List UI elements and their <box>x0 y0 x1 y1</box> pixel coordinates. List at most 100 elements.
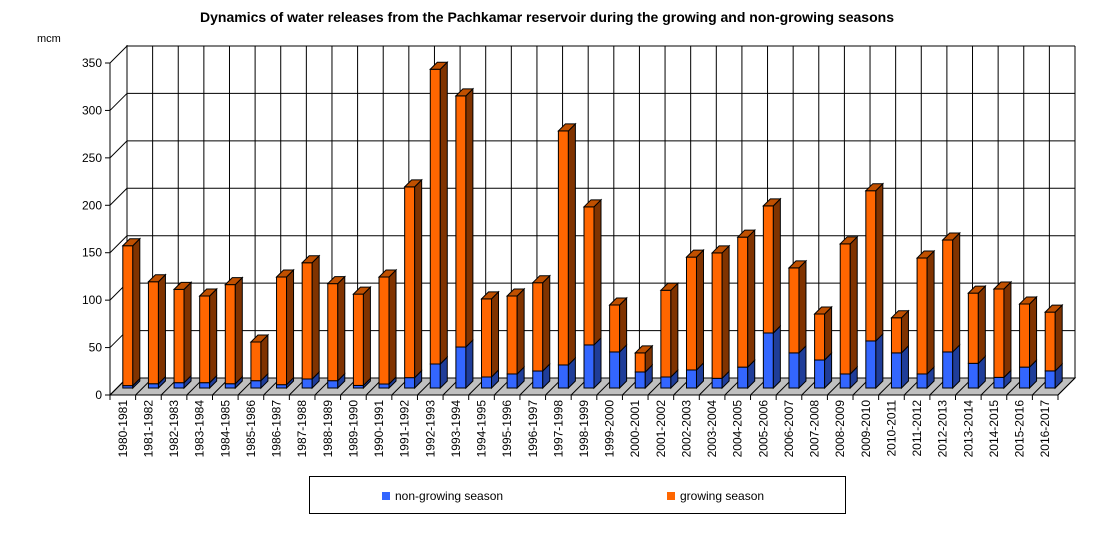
x-tick-label: 1999-2000 <box>603 400 617 458</box>
bar-non-growing-2007-2008 <box>814 359 826 389</box>
x-tick-label: 1998-1999 <box>577 400 591 458</box>
x-tick-label: 1983-1984 <box>193 400 207 458</box>
bar-growing-2001-2002-top <box>659 282 680 291</box>
bar-growing-1996-1997 <box>532 282 544 372</box>
x-tick-label: 1992-1993 <box>423 400 437 458</box>
bar-non-growing-1994-1995 <box>481 376 493 389</box>
bar-non-growing-1983-1984 <box>199 382 211 389</box>
gridline-side <box>109 235 128 254</box>
bar-growing-2014-2015 <box>993 288 1005 378</box>
bar-non-growing-2006-2007 <box>788 352 800 389</box>
x-tick-label: 1986-1987 <box>270 400 284 458</box>
y-axis-label: mcm <box>37 33 61 45</box>
x-tick-label: 2016-2017 <box>1038 400 1052 458</box>
legend-swatch-growing <box>667 492 675 500</box>
x-tick-label: 1980-1981 <box>116 400 130 458</box>
bar-growing-1982-1983-top <box>172 281 193 290</box>
x-tick-label: 2003-2004 <box>705 400 719 458</box>
x-tick-label: 1981-1982 <box>141 400 155 458</box>
chart-plot: 0 50 100 150 200 250 300 350 1980-1981 1981-1982 1… <box>82 45 1077 458</box>
bar-growing-2000-2001 <box>634 352 646 373</box>
legend-swatch-non-growing <box>382 492 390 500</box>
bar-growing-1993-1994-side <box>465 87 474 349</box>
gridline-side <box>109 93 128 111</box>
x-tick-label: 2011-2012 <box>910 400 924 457</box>
legend-label-growing: growing season <box>680 489 765 503</box>
bar-growing-1985-1986 <box>250 341 262 382</box>
bar-growing-2013-2014-side <box>977 284 986 365</box>
bar-growing-2011-2012 <box>916 257 928 375</box>
x-tick-label: 2002-2003 <box>679 400 693 458</box>
bar-non-growing-1992-1993 <box>429 363 441 389</box>
y-tick-label: 100 <box>82 293 102 307</box>
bar-growing-1988-1989-top <box>326 276 346 285</box>
x-tick-label: 1984-1985 <box>218 400 232 458</box>
bar-growing-1991-1992-top <box>403 179 423 188</box>
x-tick-label: 1991-1992 <box>398 400 412 458</box>
bar-growing-1996-1997-top <box>531 275 551 284</box>
bar-growing-2006-2007-side <box>798 259 807 355</box>
x-tick-label: 1985-1986 <box>244 400 258 458</box>
bar-growing-1984-1985-top <box>224 277 244 286</box>
bar-growing-1988-1989 <box>327 283 339 382</box>
bar-growing-1992-1993 <box>429 68 441 365</box>
bar-non-growing-2009-2010 <box>865 340 877 389</box>
bar-growing-1995-1996 <box>506 295 518 375</box>
bar-non-growing-1993-1994 <box>455 346 467 389</box>
bar-growing-2003-2004 <box>711 252 723 379</box>
bar-growing-1990-1991-top <box>377 269 398 278</box>
bar-growing-2016-2017 <box>1044 311 1056 372</box>
bar-growing-1992-1993-side <box>439 61 448 366</box>
x-tick-label: 2009-2010 <box>859 400 873 458</box>
bar-growing-2007-2008 <box>814 313 826 361</box>
bar-growing-2002-2003-side <box>695 248 704 372</box>
x-tick-label: 1987-1988 <box>295 400 309 458</box>
bar-growing-1998-1999 <box>583 206 595 346</box>
bar-growing-2012-2013-side <box>952 231 961 354</box>
bar-growing-2005-2006-top <box>762 198 782 207</box>
bar-growing-1994-1995-side <box>491 290 500 379</box>
x-tick-label: 1990-1991 <box>372 400 386 458</box>
bar-growing-2014-2015-side <box>1003 280 1012 379</box>
bar-growing-1996-1997-side <box>542 274 551 373</box>
bar-growing-1990-1991 <box>378 276 390 385</box>
bar-growing-2016-2017-top <box>1043 304 1064 313</box>
bar-non-growing-2008-2009 <box>839 373 851 389</box>
bar-growing-2000-2001-top <box>634 345 654 354</box>
y-tick-label: 350 <box>82 56 102 70</box>
gridline-side <box>109 187 128 206</box>
bar-growing-1984-1985 <box>224 284 236 385</box>
bar-non-growing-2004-2005 <box>737 366 749 389</box>
bar-growing-1985-1986-side <box>260 333 269 382</box>
bar-growing-2016-2017-side <box>1054 303 1063 373</box>
bar-growing-1982-1983-side <box>183 281 192 384</box>
bar-non-growing-1998-1999-side <box>593 336 602 390</box>
y-tick-label: 150 <box>82 246 102 260</box>
bar-growing-2004-2005 <box>737 236 749 368</box>
bar-growing-1998-1999-top <box>582 199 603 208</box>
bar-growing-1987-1988 <box>301 262 313 380</box>
bar-non-growing-1981-1982 <box>147 383 159 389</box>
gridline-side <box>109 140 128 159</box>
bar-growing-2013-2014 <box>967 292 979 364</box>
bar-growing-1994-1995 <box>481 298 493 378</box>
bar-growing-1989-1990-top <box>352 286 372 295</box>
bar-non-growing-2016-2017 <box>1044 370 1056 389</box>
bar-growing-2003-2004-side <box>721 244 730 380</box>
bar-non-growing-2002-2003 <box>685 369 697 389</box>
bar-growing-1993-1994 <box>455 95 467 348</box>
bar-growing-2014-2015-top <box>992 281 1013 290</box>
bar-growing-1986-1987-top <box>275 269 295 278</box>
bar-growing-1987-1988-top <box>300 255 321 264</box>
bar-growing-1987-1988-side <box>311 254 320 381</box>
x-tick-label: 2008-2009 <box>833 400 847 458</box>
bar-growing-2008-2009 <box>839 243 851 375</box>
x-tick-label: 2005-2006 <box>756 400 770 458</box>
legend-item-growing: growing season <box>667 489 764 503</box>
bar-growing-1995-1996-top <box>505 288 526 297</box>
bar-growing-1999-2000 <box>609 304 621 353</box>
bar-non-growing-1984-1985 <box>224 383 236 389</box>
bar-growing-2001-2002 <box>660 289 672 378</box>
x-tick-label: 1989-1990 <box>346 400 360 458</box>
bar-growing-2012-2013-top <box>941 232 961 241</box>
